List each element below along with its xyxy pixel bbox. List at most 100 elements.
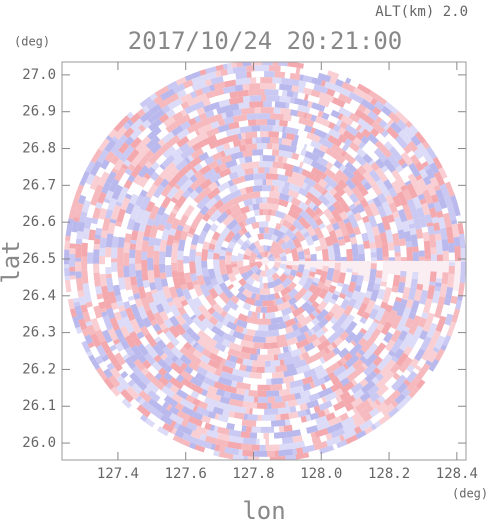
radar-cell	[236, 238, 245, 246]
radar-cell	[243, 413, 248, 420]
radar-cell	[339, 244, 347, 258]
radar-cell	[343, 152, 357, 165]
radar-cell	[272, 179, 286, 188]
radar-cell	[419, 330, 429, 341]
radar-cell	[324, 391, 338, 402]
radar-cell	[304, 235, 315, 246]
radar-cell	[442, 335, 452, 347]
radar-cell	[433, 184, 441, 192]
radar-cell	[223, 391, 231, 399]
radar-cell	[115, 384, 125, 393]
radar-cell	[154, 194, 166, 208]
radar-cell	[315, 245, 322, 252]
radar-cell	[94, 355, 104, 365]
radar-cell	[251, 426, 261, 433]
radar-cell	[308, 271, 316, 278]
radar-cell	[101, 329, 113, 344]
radar-cell	[260, 191, 267, 198]
radar-cell	[65, 235, 71, 241]
radar-cell	[273, 431, 287, 439]
radar-cell	[377, 205, 387, 218]
radar-cell	[179, 142, 190, 153]
radar-cell	[93, 263, 100, 273]
radar-cell	[258, 227, 265, 234]
radar-cell	[189, 174, 198, 183]
radar-cell	[309, 385, 323, 396]
radar-cell	[286, 221, 293, 229]
radar-cell	[165, 108, 176, 119]
radar-cell	[85, 320, 93, 327]
radar-cell	[207, 248, 215, 253]
radar-cell	[179, 398, 196, 411]
radar-cell	[87, 252, 94, 264]
radar-cell	[190, 369, 198, 378]
radar-cell	[194, 129, 201, 136]
radar-cell	[274, 257, 281, 261]
radar-cell	[229, 286, 240, 297]
radar-cell	[342, 159, 349, 167]
radar-cell	[242, 240, 250, 248]
radar-cell	[113, 362, 123, 372]
radar-cell	[406, 364, 415, 374]
radar-cell	[213, 252, 220, 260]
radar-cell	[393, 348, 405, 360]
radar-cell	[297, 154, 305, 162]
radar-cell	[157, 223, 165, 232]
radar-cell	[80, 182, 91, 197]
radar-cell	[287, 274, 295, 282]
radar-cell	[112, 338, 121, 346]
radar-cell	[298, 161, 304, 168]
radar-cell	[291, 264, 299, 272]
radar-cell	[341, 143, 350, 152]
radar-cell	[186, 130, 198, 141]
radar-cell	[73, 216, 80, 222]
radar-cell	[108, 374, 121, 388]
radar-cell	[145, 291, 155, 304]
radar-cell	[154, 237, 162, 246]
radar-cell	[408, 162, 421, 178]
radar-cell	[315, 66, 329, 76]
radar-cell	[229, 447, 239, 456]
radar-cell	[166, 211, 177, 225]
radar-cell	[356, 147, 367, 158]
radar-cell	[332, 365, 347, 377]
radar-cell	[301, 351, 310, 360]
radar-cell	[268, 432, 275, 439]
radar-cell	[139, 195, 152, 211]
radar-cell	[190, 100, 205, 112]
radar-cell	[279, 359, 285, 366]
radar-cell	[96, 293, 104, 300]
radar-cell	[262, 197, 268, 203]
radar-cell	[371, 120, 386, 135]
radar-cell	[228, 141, 235, 149]
radar-cell	[321, 326, 329, 333]
radar-cell	[380, 98, 388, 106]
radar-cell	[239, 144, 247, 152]
radar-cell	[333, 406, 348, 418]
radar-cell	[316, 421, 330, 431]
radar-cell	[376, 261, 383, 271]
radar-cell	[351, 412, 362, 422]
radar-cell	[201, 143, 212, 153]
radar-cell	[272, 143, 280, 150]
radar-cell	[364, 290, 373, 299]
radar-cell	[420, 336, 432, 352]
radar-cell	[345, 241, 352, 247]
radar-cell	[195, 343, 205, 354]
radar-cell	[367, 133, 379, 145]
radar-cell	[266, 390, 280, 397]
radar-cell	[338, 238, 346, 247]
radar-cell	[100, 307, 107, 313]
radar-cell	[385, 304, 394, 313]
radar-cell	[315, 296, 324, 305]
radar-cell	[297, 440, 306, 449]
radar-cell	[346, 314, 355, 323]
radar-cell	[305, 304, 316, 316]
radar-cell	[111, 258, 117, 263]
radar-cell	[251, 366, 257, 373]
radar-cell	[115, 294, 123, 302]
radar-cell	[378, 413, 391, 425]
radar-cell	[283, 424, 293, 432]
radar-cell	[164, 365, 173, 374]
radar-cell	[101, 354, 110, 362]
